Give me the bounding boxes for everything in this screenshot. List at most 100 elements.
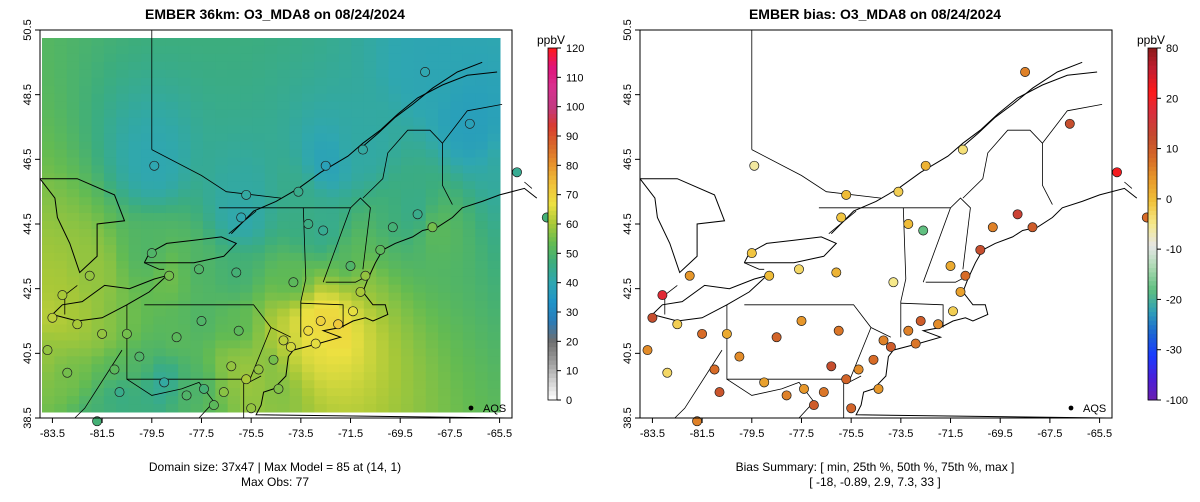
model-cell [240, 252, 253, 262]
model-cell [79, 101, 93, 111]
model-cell [252, 141, 266, 150]
model-cell [42, 165, 55, 174]
model-cell [450, 133, 464, 142]
colorbar-segment [548, 180, 557, 185]
model-cell [450, 101, 464, 111]
model-cell [277, 260, 291, 270]
model-cell [240, 61, 253, 71]
model-cell [178, 284, 192, 294]
model-cell [363, 340, 377, 349]
model-cell [128, 45, 142, 55]
model-cell [215, 356, 229, 365]
y-tick-label: 42.5 [22, 278, 34, 299]
model-cell [202, 101, 216, 111]
model-cell [153, 228, 167, 238]
model-cell [314, 404, 328, 413]
model-cell [289, 316, 303, 325]
model-cell [54, 133, 68, 142]
model-cell [413, 300, 427, 310]
model-cell [413, 332, 427, 341]
model-cell [351, 228, 365, 238]
model-cell [301, 252, 315, 262]
obs-marker [818, 387, 829, 398]
model-cell [301, 93, 315, 103]
model-cell [388, 348, 402, 357]
model-cell [438, 205, 451, 214]
model-cell [438, 356, 451, 365]
model-cell [215, 284, 229, 294]
model-cell [66, 236, 80, 246]
model-cell [289, 332, 303, 341]
obs-marker [288, 277, 299, 288]
model-cell [141, 332, 154, 341]
colorbar-segment [548, 193, 557, 198]
model-cell [128, 197, 142, 206]
coastline [362, 61, 483, 147]
model-cell [326, 396, 340, 405]
model-cell [264, 324, 278, 333]
model-cell [462, 149, 476, 158]
model-cell [141, 45, 154, 55]
obs-marker [957, 144, 968, 155]
model-cell [277, 404, 291, 413]
model-cell [66, 205, 80, 214]
colorbar-segment [1148, 56, 1157, 62]
model-cell [413, 181, 427, 190]
legend-label: AQS [1083, 403, 1106, 415]
state-border [126, 304, 245, 418]
model-cell [413, 268, 427, 278]
model-cell [314, 284, 328, 294]
model-cell [178, 117, 192, 127]
model-cell [351, 348, 365, 357]
model-cell [66, 157, 80, 166]
model-cell [79, 61, 93, 71]
model-cell [54, 197, 68, 206]
model-cell [153, 53, 167, 63]
model-cell [240, 69, 253, 79]
model-cell [54, 340, 68, 349]
model-cell [215, 260, 229, 270]
model-cell [215, 101, 229, 111]
obs-marker [714, 387, 725, 398]
model-cell [42, 205, 55, 214]
model-cell [400, 268, 414, 278]
model-cell [264, 332, 278, 341]
model-cell [252, 117, 266, 127]
model-cell [165, 141, 179, 150]
model-cell [425, 77, 439, 87]
model-cell [128, 324, 142, 333]
model-cell [128, 348, 142, 357]
model-cell [165, 61, 179, 71]
model-cell [475, 165, 489, 174]
colorbar-segment [1148, 105, 1157, 110]
model-cell [388, 396, 402, 405]
model-cell [190, 388, 204, 397]
model-cell [450, 388, 464, 397]
model-cell [42, 141, 55, 150]
model-cell [91, 213, 105, 222]
model-cell [400, 133, 414, 142]
model-cell [289, 101, 303, 111]
obs-marker [464, 118, 475, 129]
colorbar-segment [548, 61, 557, 66]
model-cell [116, 77, 130, 87]
model-cell [376, 252, 390, 262]
model-cell [42, 228, 55, 238]
model-cell [289, 380, 303, 389]
model-cell [79, 284, 93, 294]
model-cell [450, 197, 464, 206]
colorbar-segment [1148, 140, 1157, 146]
colorbar-segment [1148, 52, 1157, 58]
model-cell [153, 396, 167, 405]
colorbar-segment [1148, 373, 1157, 379]
model-cell [425, 117, 439, 127]
colorbar-segment [1148, 272, 1157, 278]
model-cell [351, 292, 365, 302]
model-cell [153, 332, 167, 341]
model-cell [462, 252, 476, 262]
model-cell [301, 53, 315, 63]
x-tick-label: -65.5 [1087, 428, 1112, 440]
model-cell [450, 149, 464, 158]
model-cell [326, 228, 340, 238]
model-cell [326, 181, 340, 190]
